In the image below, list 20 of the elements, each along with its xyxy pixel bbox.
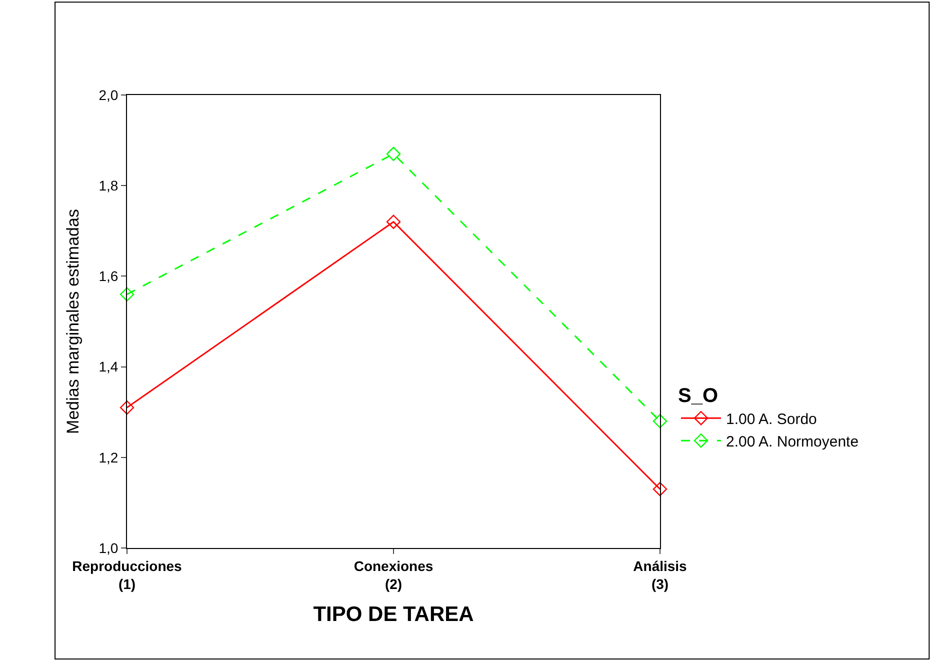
point bbox=[386, 146, 401, 161]
x-tick-label: Análisis (3) bbox=[633, 558, 688, 592]
point bbox=[652, 414, 668, 428]
y-tick-label: 1,4 bbox=[98, 358, 118, 375]
y-axis-title: Medias marginales estimadas bbox=[63, 209, 82, 434]
y-tick-label: 1,8 bbox=[98, 178, 118, 194]
point bbox=[386, 214, 401, 229]
legend-label: 1.00 A. Sordo bbox=[726, 410, 817, 428]
point bbox=[652, 482, 668, 496]
point bbox=[120, 400, 134, 415]
legend-label: 2.00 A. Normoyente bbox=[726, 433, 859, 450]
point bbox=[120, 287, 134, 302]
y-tick-label: 1,6 bbox=[98, 268, 118, 284]
y-tick-label: 2,0 bbox=[98, 86, 118, 103]
legend-title: S_O bbox=[678, 384, 718, 407]
x-tick-label: Conexiones (2) bbox=[354, 558, 434, 592]
y-tick-label: 1,0 bbox=[98, 540, 118, 556]
x-tick-label: Reproducciones (1) bbox=[72, 558, 182, 592]
y-tick-label: 1,2 bbox=[98, 449, 118, 466]
x-axis-title: TIPO DE TAREA bbox=[313, 603, 474, 626]
